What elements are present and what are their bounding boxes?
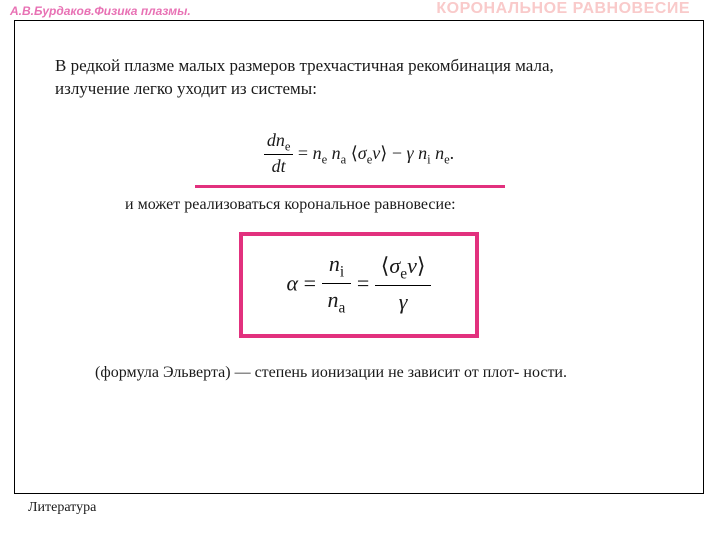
equals-sign: =	[298, 143, 313, 163]
intro-paragraph: В редкой плазме малых размеров трехчасти…	[55, 55, 625, 101]
elwert-formula-box: α = ni na = ⟨σev⟩ γ	[239, 232, 480, 339]
boxed-equation-wrap: α = ni na = ⟨σev⟩ γ	[55, 232, 663, 339]
content-frame: В редкой плазме малых размеров трехчасти…	[14, 20, 704, 494]
elwert-paragraph: (формула Эльверта) — степень ионизации н…	[95, 362, 635, 384]
equation-underline	[195, 185, 505, 188]
header-author-title: А.В.Бурдаков.Физика плазмы.	[10, 4, 191, 18]
dn-dt-fraction: dne dt	[264, 131, 294, 179]
rate-equation: dne dt = ne na ⟨σev⟩ − γ ni ne.	[55, 131, 663, 179]
slide-page: А.В.Бурдаков.Физика плазмы. КОРОНАЛЬНОЕ …	[0, 0, 720, 540]
corona-line: и может реализоваться корональное равнов…	[125, 196, 663, 214]
header-section-title: КОРОНАЛЬНОЕ РАВНОВЕСИЕ	[436, 0, 690, 18]
footer-literature: Литература	[28, 500, 96, 516]
